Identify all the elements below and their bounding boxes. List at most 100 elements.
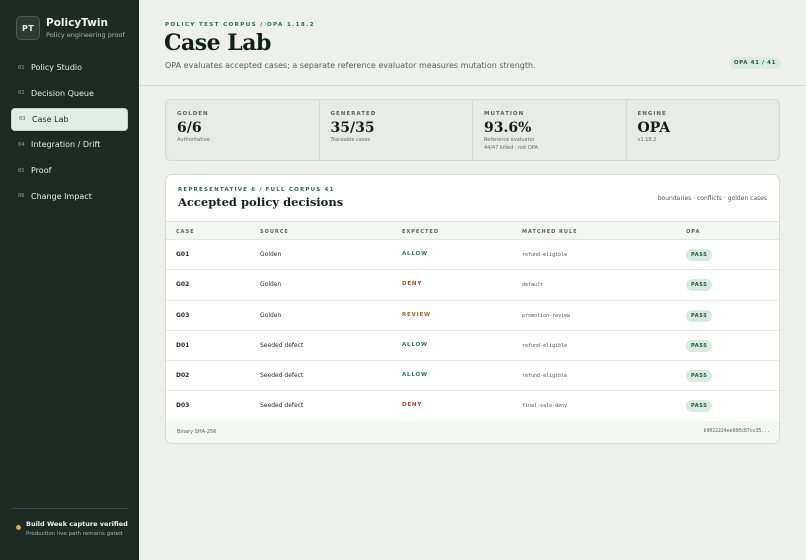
sidebar: PT PolicyTwin Policy engineering proof 0… [0, 0, 139, 560]
table-row[interactable]: G03 Golden REVIEW promotion-review PASS [166, 301, 779, 331]
cell-source: Golden [260, 251, 282, 258]
stat-golden: GOLDEN 6/6 Authoritative [166, 100, 320, 160]
nav-number: 04 [18, 141, 25, 148]
stat-value: 6/6 [177, 120, 202, 136]
opa-pass-badge: PASS [686, 249, 713, 261]
cell-case: D01 [176, 341, 190, 349]
cell-expected: ALLOW [402, 341, 428, 348]
stat-value: 35/35 [330, 120, 375, 136]
page-subtitle: OPA evaluates accepted cases; a separate… [165, 61, 536, 70]
table-row[interactable]: D03 Seeded defect DENY final-sale-deny P… [166, 391, 779, 422]
page-title: Case Lab [164, 30, 271, 56]
table-body: G01 Golden ALLOW refund-eligible PASS G0… [166, 240, 779, 422]
opa-status-chip: OPA 41 / 41 [728, 57, 781, 69]
cell-case: G01 [176, 251, 190, 258]
binary-hash-value[interactable]: b9022224ee660c87cc35... [703, 429, 770, 434]
nav-item-proof[interactable]: 05 Proof [11, 159, 128, 182]
stat-note: Authoritative [177, 137, 210, 143]
card-tags: boundaries · conflicts · golden cases [657, 195, 767, 202]
stat-value: 93.6% [484, 120, 532, 136]
cell-expected: REVIEW [402, 311, 431, 318]
nav-label: Proof [31, 166, 52, 176]
brand-name: PolicyTwin [46, 16, 108, 29]
nav-number: 05 [18, 167, 25, 174]
stat-note: Reference evaluator [484, 137, 535, 143]
cell-expected: DENY [402, 281, 423, 288]
cell-expected: ALLOW [402, 251, 428, 257]
cell-source: Seeded defect [260, 402, 304, 410]
column-header-matched-rule[interactable]: MATCHED RULE [522, 229, 578, 235]
build-status: Build Week capture verified Production l… [11, 508, 128, 539]
cell-source: Seeded defect [260, 372, 304, 380]
cell-case: D02 [176, 372, 190, 380]
cell-matched-rule: refund-eligible [522, 342, 568, 349]
nav-item-case-lab[interactable]: 03 Case Lab [11, 107, 128, 131]
cell-case: D03 [176, 402, 190, 410]
nav-label: Case Lab [32, 114, 69, 124]
nav-label: Policy Studio [31, 63, 83, 72]
cell-matched-rule: default [522, 282, 544, 289]
cell-source: Golden [260, 311, 282, 319]
cell-matched-rule: refund-eligible [522, 373, 568, 380]
opa-pass-badge: PASS [686, 370, 713, 383]
cell-expected: DENY [402, 402, 423, 409]
opa-pass-badge: PASS [686, 309, 713, 322]
brand-subtitle: Policy engineering proof [46, 30, 125, 39]
table-row[interactable]: G01 Golden ALLOW refund-eligible PASS [166, 240, 779, 271]
table-row[interactable]: D02 Seeded defect ALLOW refund-eligible … [166, 361, 779, 392]
stats-panel: GOLDEN 6/6 Authoritative GENERATED 35/35… [165, 99, 780, 161]
sidebar-nav: 01 Policy Studio 02 Decision Queue 03 Ca… [11, 56, 128, 211]
main-content: POLICY TEST CORPUS / OPA 1.18.2 Case Lab… [139, 0, 806, 560]
nav-number: 01 [18, 64, 25, 71]
table-header: CASE SOURCE EXPECTED MATCHED RULE OPA [166, 221, 779, 240]
opa-pass-badge: PASS [686, 279, 713, 292]
cell-source: Seeded defect [260, 341, 304, 349]
nav-label: Integration / Drift [31, 140, 101, 150]
cell-matched-rule: refund-eligible [522, 252, 568, 258]
column-header-source[interactable]: SOURCE [260, 229, 289, 235]
stat-value: OPA [637, 120, 671, 136]
stat-label: GOLDEN [177, 111, 209, 117]
nav-number: 03 [19, 116, 26, 123]
brand[interactable]: PT PolicyTwin Policy engineering proof [16, 16, 125, 40]
column-header-opa[interactable]: OPA [686, 229, 701, 235]
nav-item-policy-studio[interactable]: 01 Policy Studio [11, 56, 128, 79]
cell-matched-rule: final-sale-deny [522, 403, 568, 410]
stat-generated: GENERATED 35/35 Traceable cases [320, 100, 473, 160]
build-status-subtitle: Production live path remains gated [26, 531, 123, 537]
nav-label: Decision Queue [31, 88, 94, 98]
decisions-card: REPRESENTATIVE 6 / FULL CORPUS 41 Accept… [165, 174, 780, 444]
stat-mutation: MUTATION 93.6% Reference evaluator 44/47… [473, 100, 627, 160]
cell-case: G02 [176, 281, 190, 289]
cell-source: Golden [260, 281, 282, 289]
nav-item-decision-queue[interactable]: 02 Decision Queue [11, 82, 128, 105]
brand-logo: PT [16, 16, 40, 40]
stat-label: ENGINE [637, 111, 667, 117]
stat-engine: ENGINE OPA v1.18.2 [627, 100, 780, 160]
page-eyebrow: POLICY TEST CORPUS / OPA 1.18.2 [165, 22, 315, 28]
nav-item-change-impact[interactable]: 06 Change Impact [11, 185, 128, 208]
stat-note: Traceable cases [330, 137, 371, 143]
binary-hash-label: Binary SHA-256 [177, 429, 217, 435]
table-row[interactable]: D01 Seeded defect ALLOW refund-eligible … [166, 331, 779, 362]
nav-label: Change Impact [31, 191, 92, 201]
column-header-expected[interactable]: EXPECTED [402, 229, 439, 235]
column-header-case[interactable]: CASE [176, 229, 195, 235]
status-dot-icon [16, 525, 21, 530]
opa-pass-badge: PASS [686, 400, 713, 413]
nav-number: 02 [18, 90, 25, 97]
cell-case: G03 [176, 311, 190, 319]
nav-item-integration-drift[interactable]: 04 Integration / Drift [11, 133, 128, 156]
opa-pass-badge: PASS [686, 339, 713, 352]
card-footer: Binary SHA-256 b9022224ee660c87cc35... [166, 421, 779, 443]
nav-number: 06 [18, 193, 25, 200]
stat-label: GENERATED [330, 111, 377, 117]
table-row[interactable]: G02 Golden DENY default PASS [166, 270, 779, 301]
card-eyebrow: REPRESENTATIVE 6 / FULL CORPUS 41 [178, 187, 335, 193]
build-status-title: Build Week capture verified [26, 520, 128, 528]
card-title: Accepted policy decisions [178, 195, 344, 209]
cell-matched-rule: promotion-review [522, 312, 571, 319]
header-divider [139, 85, 806, 86]
stat-note: v1.18.2 [637, 137, 657, 143]
cell-expected: ALLOW [402, 372, 428, 379]
